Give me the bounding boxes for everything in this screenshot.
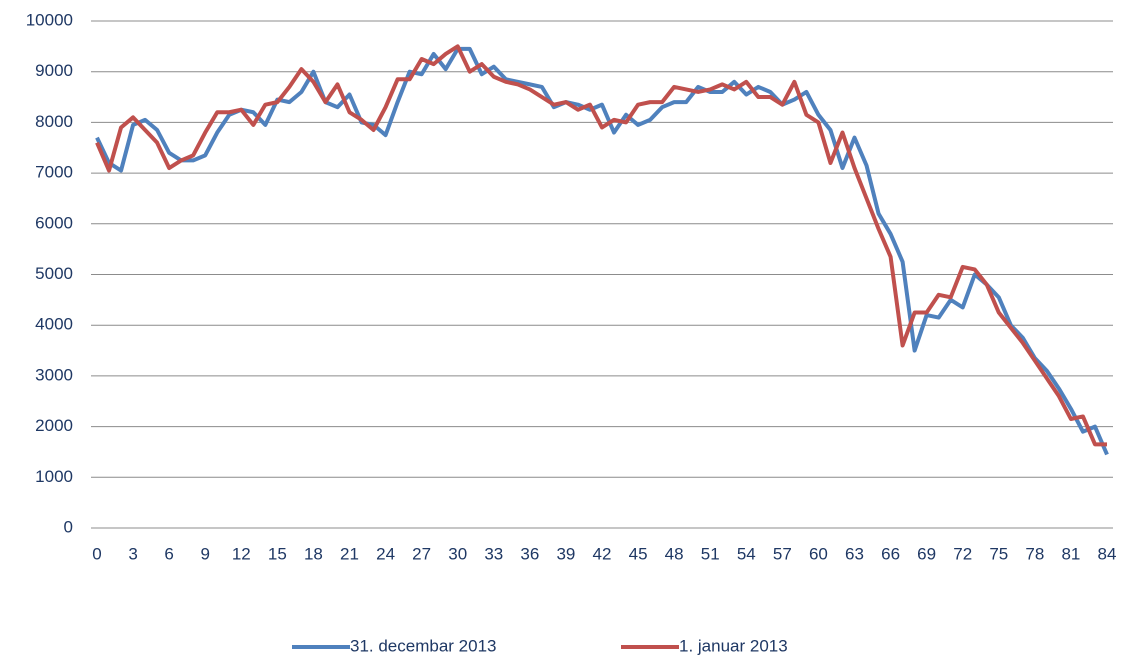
x-tick-label: 57: [773, 544, 792, 563]
x-tick-label: 21: [340, 544, 359, 563]
x-tick-label: 45: [629, 544, 648, 563]
x-tick-label: 78: [1025, 544, 1044, 563]
x-tick-label: 3: [128, 544, 137, 563]
y-tick-label: 2000: [35, 416, 73, 435]
x-tick-label: 63: [845, 544, 864, 563]
x-tick-label: 60: [809, 544, 828, 563]
x-tick-label: 81: [1061, 544, 1080, 563]
x-tick-label: 33: [484, 544, 503, 563]
x-tick-label: 18: [304, 544, 323, 563]
x-tick-label: 84: [1098, 544, 1117, 563]
x-tick-label: 12: [232, 544, 251, 563]
x-tick-label: 30: [448, 544, 467, 563]
y-tick-label: 7000: [35, 163, 73, 182]
x-tick-label: 72: [953, 544, 972, 563]
x-tick-label: 66: [881, 544, 900, 563]
series-line: [95, 44, 1107, 447]
y-tick-label: 8000: [35, 112, 73, 131]
x-tick-label: 15: [268, 544, 287, 563]
legend-label: 31. decembar 2013: [350, 636, 497, 655]
legend-label: 1. januar 2013: [679, 636, 788, 655]
y-tick-label: 6000: [35, 213, 73, 232]
y-tick-label: 9000: [35, 61, 73, 80]
y-tick-label: 1000: [35, 467, 73, 486]
x-tick-label: 48: [665, 544, 684, 563]
y-tick-label: 5000: [35, 264, 73, 283]
x-tick-label: 51: [701, 544, 720, 563]
y-tick-label: 4000: [35, 315, 73, 334]
x-tick-label: 9: [200, 544, 209, 563]
x-tick-label: 54: [737, 544, 756, 563]
series-line: [95, 46, 1109, 456]
y-tick-label: 3000: [35, 365, 73, 384]
x-tick-label: 24: [376, 544, 395, 563]
x-tick-label: 75: [989, 544, 1008, 563]
x-tick-label: 39: [556, 544, 575, 563]
x-tick-label: 27: [412, 544, 431, 563]
x-tick-label: 69: [917, 544, 936, 563]
x-tick-label: 36: [520, 544, 539, 563]
y-tick-label: 0: [64, 517, 73, 536]
x-tick-label: 0: [92, 544, 101, 563]
y-tick-label: 10000: [26, 10, 73, 29]
x-tick-label: 6: [164, 544, 173, 563]
x-tick-label: 42: [593, 544, 612, 563]
